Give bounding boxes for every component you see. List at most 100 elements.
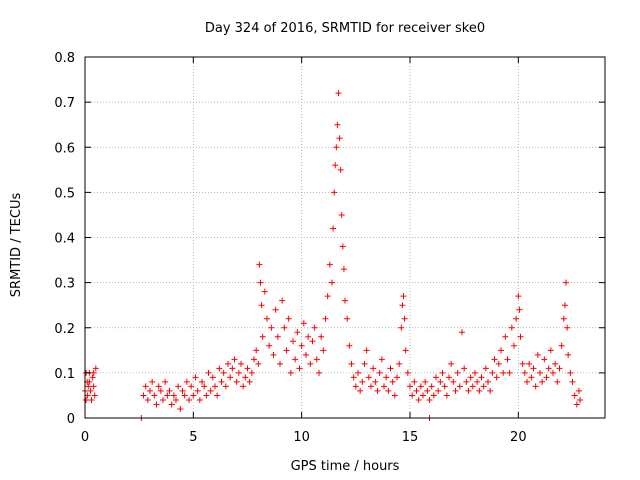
data-point (454, 369, 461, 376)
data-point (528, 374, 535, 381)
data-point (330, 225, 337, 232)
data-point (244, 365, 251, 372)
data-point (385, 387, 392, 394)
y-tick-label: 0.1 (54, 367, 75, 382)
data-point (452, 387, 459, 394)
data-point (543, 374, 550, 381)
data-point (344, 315, 351, 322)
data-point (89, 374, 96, 381)
data-point (256, 261, 263, 268)
data-point (411, 378, 418, 385)
data-point (467, 374, 474, 381)
data-point (292, 356, 299, 363)
data-point (332, 162, 339, 169)
data-point (456, 383, 463, 390)
data-point (157, 387, 164, 394)
data-point (346, 342, 353, 349)
x-tick-label: 20 (510, 430, 527, 445)
data-point (448, 360, 455, 367)
data-point (378, 356, 385, 363)
data-point (233, 378, 240, 385)
data-point (155, 383, 162, 390)
data-point (199, 378, 205, 385)
data-point (91, 392, 98, 399)
data-point (402, 347, 409, 354)
data-point (424, 387, 431, 394)
data-point (259, 333, 266, 340)
data-point (569, 378, 576, 385)
data-point (513, 315, 520, 322)
data-point (331, 189, 338, 196)
data-point (324, 293, 331, 300)
data-point (430, 392, 437, 399)
data-point (564, 324, 571, 331)
data-point (420, 392, 426, 399)
data-point (504, 356, 511, 363)
data-point (309, 338, 316, 345)
data-point (387, 365, 394, 372)
data-point (168, 401, 175, 408)
data-point (500, 369, 507, 376)
y-tick-label: 0.3 (54, 277, 75, 292)
data-point (253, 347, 260, 354)
x-tick-label: 10 (293, 430, 310, 445)
data-point (478, 374, 485, 381)
data-point (480, 383, 487, 390)
data-point (231, 356, 238, 363)
y-tick-label: 0.5 (54, 186, 75, 201)
y-tick-label: 0.7 (54, 96, 75, 111)
data-point (257, 279, 264, 286)
data-point (472, 369, 478, 376)
data-point (207, 387, 214, 394)
data-point (329, 279, 335, 286)
data-point (515, 293, 522, 300)
data-point (495, 360, 502, 367)
data-point (352, 383, 359, 390)
data-point (266, 342, 273, 349)
data-point (446, 374, 452, 381)
data-point (318, 333, 325, 340)
data-point (560, 315, 567, 322)
data-point (391, 392, 398, 399)
data-point (524, 378, 530, 385)
data-point (181, 392, 188, 399)
data-point (552, 360, 559, 367)
data-point (428, 383, 435, 390)
data-point (465, 387, 472, 394)
data-point (394, 374, 400, 381)
data-point (307, 360, 314, 367)
data-point (281, 324, 288, 331)
data-point (283, 347, 290, 354)
data-point (279, 297, 286, 304)
data-point (400, 293, 407, 300)
data-point (493, 374, 500, 381)
data-point (246, 378, 253, 385)
data-point (218, 378, 225, 385)
data-point (166, 387, 173, 394)
data-point (417, 383, 424, 390)
data-point (336, 135, 343, 142)
data-point (142, 383, 149, 390)
data-point (554, 378, 561, 385)
data-point (450, 378, 457, 385)
data-point (459, 329, 465, 336)
data-point (413, 387, 420, 394)
data-point (372, 378, 379, 385)
data-point (188, 383, 195, 390)
x-tick-label: 5 (189, 430, 197, 445)
data-point (558, 342, 565, 349)
data-point (298, 342, 305, 349)
data-point (86, 378, 93, 385)
data-point (526, 360, 533, 367)
data-point (258, 302, 265, 309)
data-point (268, 324, 275, 331)
data-point (272, 306, 279, 313)
x-tick-label: 0 (81, 430, 89, 445)
data-point (357, 387, 364, 394)
data-point (491, 356, 498, 363)
data-point (563, 279, 569, 286)
data-point (443, 392, 450, 399)
data-point (463, 378, 470, 385)
data-point (334, 121, 341, 128)
